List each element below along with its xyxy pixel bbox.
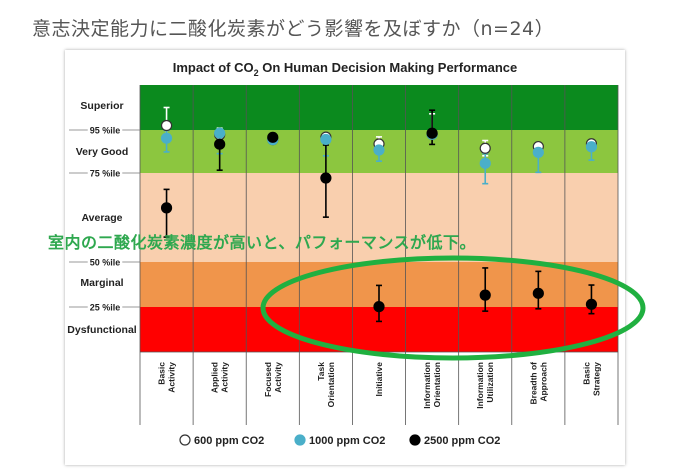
overlay-note: 室内の二酸化炭素濃度が高いと、パフォーマンスが低下。 [48,233,477,252]
threshold-label-bg [87,125,123,136]
category-labels: Basic Activity Applied Activity Focused Activ… [157,362,602,409]
legend-marker [409,434,421,446]
threshold-label: 95 %ile [90,126,121,136]
threshold-label: 25 %ile [90,303,121,313]
category-label-line: Approach [538,362,548,402]
data-point [585,298,598,310]
threshold-label-bg [87,302,123,313]
data-point [214,138,226,150]
legend-label: 2500 ppm CO2 [424,435,500,447]
data-point [267,131,279,143]
category-label-line: Basic [581,362,591,385]
category-label-line: Focused [263,362,273,397]
category-label: Task Orientation [316,362,336,408]
chart-title-suffix: On Human Decision Making Performance [259,60,518,75]
data-point [532,287,544,299]
data-point [214,127,226,139]
data-point [320,172,332,184]
category-label-line: Information [475,362,485,409]
band-label: Superior [80,100,123,112]
category-label-line: Activity [273,362,283,393]
category-label-line: Utilization [485,362,495,403]
category-label-line: Applied [210,362,220,393]
band-superior [140,85,618,130]
category-label-line: Breadth of [528,362,538,405]
category-label-line: Task [316,362,326,381]
category-label: Breadth of Approach [528,362,548,405]
category-label-line: Information [422,362,432,409]
legend-label: 600 ppm CO2 [194,435,264,447]
data-point [373,301,385,313]
data-point [479,142,491,154]
category-label: Information Orientation [422,362,442,409]
legend-label: 1000 ppm CO2 [309,435,385,447]
threshold-labels: 95 %ile 75 %ile 50 %ile 25 %ile [69,125,140,313]
legend-marker [294,434,306,446]
category-label-line: Activity [167,362,177,393]
chart-frame: Impact of CO2 On Human Decision Making P… [65,50,625,465]
threshold-label-bg [87,257,123,268]
band-average [140,173,618,262]
category-label: Initiative [374,362,384,397]
category-label-line: Activity [220,362,230,393]
threshold-label: 75 %ile [90,169,121,179]
chart-title-subscript: 2 [254,68,259,78]
data-point [532,146,544,158]
band-label: Average [81,212,122,224]
band-labels: Superior Very Good Average Marginal Dysfunct… [67,100,137,336]
legend: 600 ppm CO2 1000 ppm CO2 2500 ppm CO2 [179,434,500,447]
data-point [160,132,173,144]
threshold-label: 50 %ile [90,258,121,268]
band-label: Marginal [80,277,123,289]
legend-marker [179,434,191,446]
category-label: Focused Activity [263,362,283,397]
co2-decision-chart: Impact of CO2 On Human Decision Making P… [67,60,619,447]
category-label-line: Basic [157,362,167,385]
category-label: Basic Strategy [581,362,601,396]
page-title: 意志決定能力に二酸化炭素がどう影響を及ぼすか（n=24） [32,18,555,40]
data-point [160,119,173,132]
data-point [479,157,491,169]
data-point [585,141,598,153]
category-label-line: Orientation [326,362,336,407]
data-point [320,133,332,146]
data-point [373,144,385,156]
category-label-line: Strategy [591,362,601,396]
data-point [160,202,173,214]
category-label: Basic Activity [157,362,177,393]
category-label: Applied Activity [210,362,230,393]
category-label: Information Utilization [475,362,495,409]
threshold-label-bg [87,168,123,179]
category-label-line: Orientation [432,362,442,407]
chart-title: Impact of CO2 On Human Decision Making P… [173,60,518,78]
chart-title-prefix: Impact of CO [173,60,254,75]
category-label-line: Initiative [374,362,384,397]
data-point [479,289,491,301]
data-point [426,127,438,139]
band-label: Dysfunctional [67,324,137,336]
band-label: Very Good [76,146,129,158]
